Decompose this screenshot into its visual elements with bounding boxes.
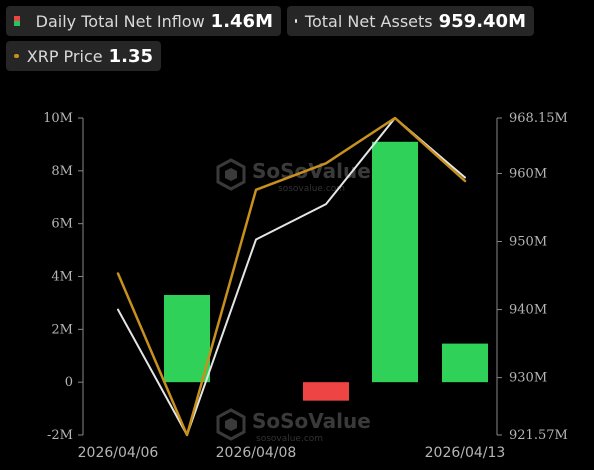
watermark-site: sosovalue.com [278,184,345,194]
legend-daily-net-inflow[interactable]: Daily Total Net Inflow 1.46M [6,6,281,36]
legend-value: 1.46M [210,10,273,32]
legend-xrp-price[interactable]: XRP Price 1.35 [6,41,161,71]
right-tick-label: 968.15M [509,111,568,126]
watermark-top: SoSoValue sosovalue.com [216,158,371,194]
watermark-bottom: SoSoValue sosovalue.com [216,408,371,444]
legend-label: Total Net Assets [304,11,433,31]
right-tick-label: 960M [509,166,547,181]
watermark-brand: SoSoValue [252,159,371,183]
inflow-bars [164,141,488,401]
left-tick-label: 10M [43,111,73,126]
x-tick-label: 2026/04/13 [425,445,506,461]
x-axis-ticks: 2026/04/06 2026/04/08 2026/04/13 [78,445,506,461]
right-tick-label: 930M [509,371,547,386]
left-tick-label: -2M [47,428,73,443]
sosovalue-logo-icon [216,408,246,441]
inflow-bar [372,141,418,383]
sosovalue-logo-icon [216,158,246,191]
line-swatch-icon [14,54,19,58]
left-tick-label: 6M [51,217,73,232]
left-tick-label: 0 [65,375,73,390]
right-axis-ticks: 968.15M 960M 950M 940M 930M 921.57M [497,111,568,443]
bar-swatch-icon [14,16,20,26]
inflow-bar [442,343,488,383]
legend-label: Daily Total Net Inflow [35,11,205,31]
legend-value: 1.35 [108,45,153,67]
left-axis-ticks: 10M 8M 6M 4M 2M 0 -2M [43,111,83,443]
right-tick-label: 940M [509,303,547,318]
legend-value: 959.40M [438,10,526,32]
watermark-brand: SoSoValue [252,409,371,433]
legend-total-net-assets[interactable]: Total Net Assets 959.40M [287,6,534,36]
x-tick-label: 2026/04/08 [216,445,297,461]
legend-label: XRP Price [26,46,103,66]
right-tick-label: 950M [509,235,547,250]
left-tick-label: 4M [51,270,73,285]
inflow-bar [303,382,349,401]
inflow-bar [164,294,210,383]
left-tick-label: 8M [51,164,73,179]
watermarks: SoSoValue sosovalue.com SoSoValue sosova… [216,158,371,444]
left-tick-label: 2M [51,322,73,337]
series-lines [116,116,467,437]
x-tick-label: 2026/04/06 [78,445,159,461]
xrp-price-line [116,116,467,437]
line-swatch-icon [295,19,297,23]
watermark-site: sosovalue.com [256,434,323,444]
right-tick-label: 921.57M [509,428,568,443]
